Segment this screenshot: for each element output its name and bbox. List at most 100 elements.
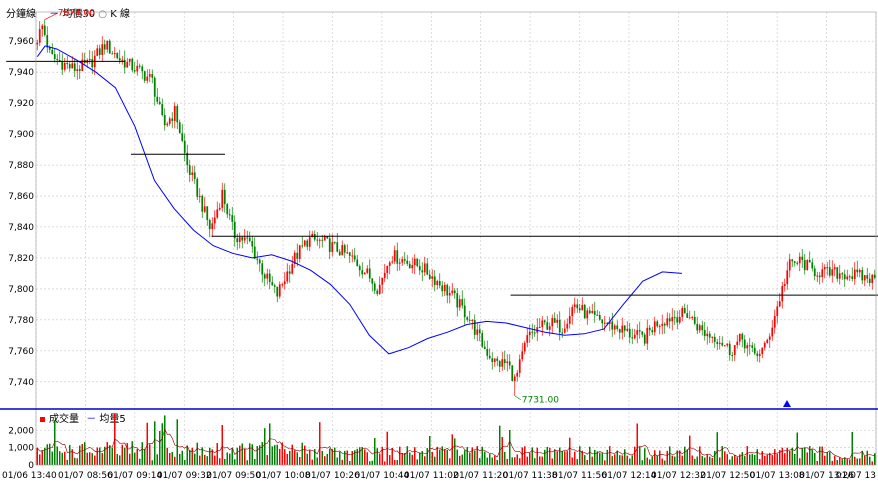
candle-body <box>443 284 446 292</box>
candle-body <box>256 258 259 260</box>
time-tick-label: 01/07 10:44 <box>355 471 410 481</box>
candle-body <box>483 346 486 350</box>
candle-body <box>121 59 124 61</box>
candle-body <box>698 325 701 331</box>
candle-body <box>493 358 496 363</box>
candle-body <box>668 318 671 322</box>
candle-body <box>143 71 146 81</box>
candle-body <box>508 361 511 366</box>
volume-tick-label: 2,000 <box>8 426 34 436</box>
candle-body <box>106 40 109 50</box>
candle-body <box>506 361 509 364</box>
candle-body <box>426 263 429 275</box>
candle-body <box>81 59 84 71</box>
candle-body <box>161 104 164 116</box>
candle-body <box>46 35 49 48</box>
candle-body <box>273 285 276 287</box>
candle-body <box>583 304 586 319</box>
candle-body <box>638 330 641 332</box>
candle-body <box>856 269 859 273</box>
candle-body <box>708 333 711 338</box>
candle-body <box>138 65 141 67</box>
candle-body <box>761 347 764 354</box>
candle-body <box>756 353 759 356</box>
candle-body <box>348 252 351 256</box>
candle-body <box>416 258 419 267</box>
candle-body <box>473 320 476 335</box>
candle-body <box>621 325 624 333</box>
candle-body <box>526 335 529 343</box>
candle-body <box>316 239 319 241</box>
candle-body <box>816 275 819 277</box>
candle-body <box>431 276 434 279</box>
candle-body <box>291 263 294 274</box>
candle-body <box>186 152 189 166</box>
candle-body <box>531 331 534 333</box>
candle-body <box>873 274 876 278</box>
candle-body <box>568 316 571 324</box>
time-tick-label: 01/07 08:56 <box>58 471 113 481</box>
candle-body <box>181 133 184 141</box>
candle-body <box>288 271 291 274</box>
legend-kline-label: K 線 <box>110 9 130 20</box>
candle-body <box>676 317 679 323</box>
candle-body <box>671 317 674 322</box>
price-tick-label: 7,900 <box>8 130 34 140</box>
candle-body <box>488 355 491 359</box>
candle-body <box>126 61 129 68</box>
candle-body <box>513 376 516 382</box>
candle-body <box>376 290 379 294</box>
price-tick-label: 7,800 <box>8 285 34 295</box>
candle-body <box>573 304 576 308</box>
candle-body <box>133 70 136 72</box>
candle-body <box>228 214 231 216</box>
candle-body <box>246 237 249 239</box>
candle-body <box>281 284 284 286</box>
volume-color-icon <box>40 416 45 422</box>
candle-body <box>243 237 246 241</box>
candle-body <box>776 306 779 317</box>
candle-body <box>101 44 104 55</box>
candle-body <box>611 321 614 330</box>
candle-body <box>356 259 359 266</box>
candle-body <box>116 53 119 59</box>
candle-body <box>216 209 219 218</box>
candle-body <box>201 195 204 212</box>
candle-body <box>528 331 531 336</box>
candle-body <box>373 283 376 291</box>
candle-body <box>581 304 584 311</box>
candle-body <box>236 238 239 243</box>
candle-body <box>51 49 54 55</box>
candle-body <box>238 237 241 243</box>
candle-body <box>78 69 81 71</box>
candle-body <box>681 307 684 317</box>
candle-body <box>366 268 369 273</box>
candle-body <box>306 240 309 247</box>
legend-ma-label: 均價30 <box>62 9 96 20</box>
candle-body <box>56 58 59 61</box>
price-tick-label: 7,960 <box>8 37 34 47</box>
candle-body <box>728 343 731 356</box>
candle-body <box>826 267 829 269</box>
candle-body <box>146 76 149 81</box>
candle-body <box>266 273 269 279</box>
candle-body <box>701 325 704 331</box>
candle-body <box>118 58 121 61</box>
candle-body <box>706 333 709 337</box>
candle-body <box>296 252 299 259</box>
candle-body <box>548 326 551 330</box>
candle-body <box>753 347 756 354</box>
candle-body <box>713 336 716 342</box>
candle-body <box>606 322 609 324</box>
candle-body <box>396 250 399 264</box>
price-tick-label: 7,920 <box>8 99 34 109</box>
candle-body <box>386 265 389 273</box>
time-tick-label: 01/07 11:02 <box>404 471 459 481</box>
candle-body <box>741 333 744 340</box>
candle-body <box>268 273 271 282</box>
candle-body <box>813 268 816 277</box>
candle-body <box>196 178 199 197</box>
candle-body <box>241 237 244 241</box>
candle-body <box>341 245 344 256</box>
